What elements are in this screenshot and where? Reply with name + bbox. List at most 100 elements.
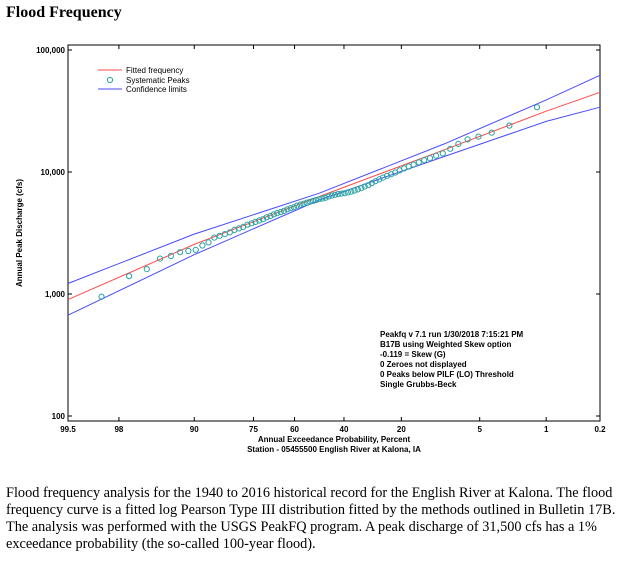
systematic-peak-point-67 [426,155,434,162]
legend-confidence-label: Confidence limits [126,85,187,94]
systematic-peak-point-76 [533,104,541,111]
annotation-line-4: 0 Zeroes not displayed [380,360,467,369]
x-tick-label-4: 60 [290,425,299,434]
systematic-peak-point-35 [306,198,313,205]
systematic-peak-point-48 [348,188,355,195]
systematic-peak-point-4 [167,252,174,260]
systematic-peak-point-13 [226,229,233,236]
systematic-peak-point-75 [506,122,513,129]
legend-fitted-label: Fitted frequency [126,66,183,75]
systematic-peak-point-27 [280,207,288,214]
systematic-peak-point-32 [297,201,304,208]
systematic-peak-point-66 [421,157,428,164]
x-tick-label-1: 98 [114,425,123,434]
annotation-line-5: 0 Peaks below PILF (LO) Threshold [380,370,514,379]
page-title: Flood Frequency [6,4,122,21]
systematic-peak-point-58 [383,172,391,179]
systematic-peak-point-69 [439,150,446,157]
systematic-peak-point-65 [415,159,422,166]
systematic-peak-point-45 [338,190,345,197]
annotation-line-3: -0.119 = Skew (G) [380,350,446,359]
y-tick-label-1: 1,000 [45,290,66,299]
systematic-peak-point-19 [252,218,259,225]
confidence-limit-line-1 [67,74,601,284]
x-axis-ticks: 99.5 98 90 75 60 40 20 5 1 0.2 [60,45,606,434]
systematic-peak-point-7 [192,246,199,253]
systematic-peak-point-42 [328,192,335,199]
systematic-peak-point-3 [156,255,164,262]
annotation-line-6: Single Grubbs-Beck [380,380,457,389]
systematic-peak-point-8 [199,242,206,249]
systematic-peak-point-51 [358,184,365,192]
y-axis-label: Annual Peak Discharge (cfs) [15,179,24,287]
systematic-peaks-points [98,104,541,300]
run-annotation: Peakfq v 7.1 run 1/30/2018 7:15:21 PM B1… [380,330,524,389]
systematic-peak-point-50 [354,186,361,193]
systematic-peak-point-0 [98,293,105,300]
systematic-peak-point-34 [303,199,310,206]
x-tick-label-3: 75 [249,425,258,434]
systematic-peak-point-5 [177,249,184,256]
systematic-peak-point-30 [290,204,297,211]
flood-frequency-chart: 99.5 98 90 75 60 40 20 5 1 0.2 100 1,000 10,000 100,… [15,44,606,454]
figure-caption: Flood frequency analysis for the 1940 to… [6,485,616,552]
systematic-peak-point-46 [341,190,348,197]
systematic-peak-point-28 [284,206,291,213]
systematic-peak-point-22 [263,214,270,221]
systematic-peak-point-70 [447,145,454,152]
systematic-peak-point-6 [185,247,192,255]
legend-systematic-label: Systematic Peaks [126,76,190,85]
systematic-peak-point-72 [464,136,471,143]
systematic-peak-point-39 [319,195,326,202]
annotation-line-2: B17B using Weighted Skew option [380,340,512,349]
systematic-peak-point-2 [143,266,150,273]
systematic-peak-point-43 [331,191,339,198]
systematic-peak-point-33 [300,200,307,207]
systematic-peak-point-52 [361,183,368,190]
systematic-peak-point-71 [455,140,462,148]
systematic-peak-point-17 [244,221,251,228]
systematic-peak-point-29 [287,205,294,212]
systematic-peak-point-40 [322,194,329,201]
legend: Fitted frequency Systematic Peaks Confid… [98,66,190,94]
y-tick-label-2: 10,000 [41,168,66,177]
systematic-peak-point-11 [216,232,223,239]
systematic-peak-point-47 [344,189,351,196]
plot-area [67,44,601,422]
y-tick-label-0: 100 [52,412,66,421]
systematic-peak-point-68 [433,152,440,159]
systematic-peak-point-9 [205,239,212,246]
x-tick-label-6: 20 [397,425,406,434]
systematic-peak-point-24 [270,211,277,218]
y-tick-label-3: 100,000 [36,46,65,55]
systematic-peak-point-74 [488,129,495,136]
systematic-peak-point-20 [256,217,263,224]
systematic-peak-point-44 [335,190,342,198]
fitted-frequency-line [67,91,601,301]
x-tick-label-9: 0.2 [594,425,606,434]
systematic-peak-point-18 [248,220,255,227]
systematic-peak-point-64 [410,161,417,168]
systematic-peak-point-36 [309,197,317,204]
x-tick-label-2: 90 [190,425,199,434]
systematic-peak-point-1 [126,273,133,280]
systematic-peak-point-10 [211,234,218,241]
systematic-peak-point-26 [277,208,284,216]
systematic-peak-point-55 [372,178,379,185]
legend-systematic-swatch [106,76,114,84]
systematic-peak-point-73 [475,133,482,140]
x-tick-label-0: 99.5 [60,425,76,434]
systematic-peak-point-56 [376,176,383,183]
systematic-peak-point-38 [316,196,323,203]
x-tick-label-7: 5 [477,425,482,434]
x-axis-station-label: Station - 05455500 English River at Kalo… [247,445,421,454]
systematic-peak-point-49 [351,187,358,194]
systematic-peak-point-37 [313,196,320,204]
y-axis-ticks: 100 1,000 10,000 100,000 [36,46,600,421]
x-tick-label-8: 1 [544,425,549,434]
systematic-peak-point-25 [274,210,281,217]
x-tick-label-5: 40 [340,425,349,434]
systematic-peak-point-31 [294,202,301,209]
systematic-peak-point-41 [325,193,332,200]
x-axis-label: Annual Exceedance Probability, Percent [258,435,411,444]
